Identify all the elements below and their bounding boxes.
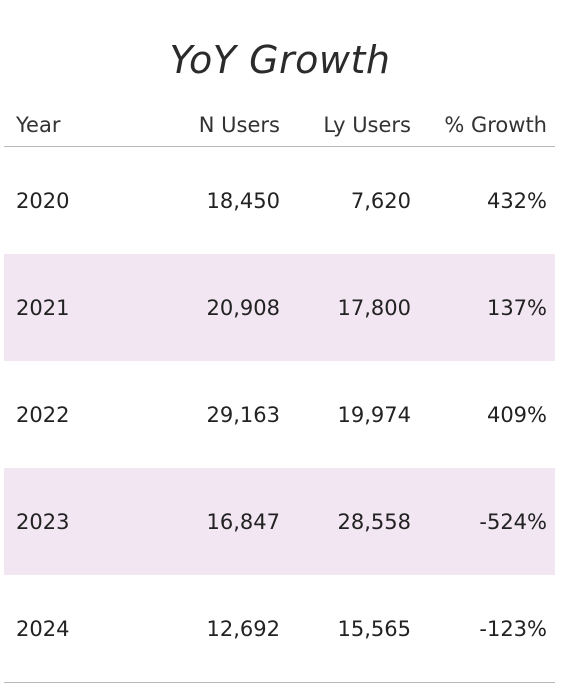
table-row: 2022 29,163 19,974 409% bbox=[4, 361, 555, 468]
cell-growth: -524% bbox=[419, 468, 555, 575]
column-header-growth: % Growth bbox=[419, 104, 555, 147]
cell-year: 2020 bbox=[16, 188, 70, 213]
cell-n-users: 12,692 bbox=[157, 575, 288, 683]
cell-ly-users: 19,974 bbox=[337, 402, 411, 427]
header-row: Year N Users Ly Users % Growth bbox=[4, 104, 555, 147]
table-row: 2020 18,450 7,620 432% bbox=[4, 147, 555, 255]
cell-year: 2021 bbox=[4, 254, 157, 361]
cell-year: 2024 bbox=[4, 575, 157, 683]
yoy-growth-table: Year N Users Ly Users % Growth 2020 18,4… bbox=[4, 104, 555, 683]
cell-ly-users: 17,800 bbox=[288, 254, 419, 361]
table-row: 2023 16,847 28,558 -524% bbox=[4, 468, 555, 575]
column-header-ly-users: Ly Users bbox=[288, 104, 419, 147]
cell-growth: -123% bbox=[419, 575, 555, 683]
cell-ly-users: 28,558 bbox=[288, 468, 419, 575]
cell-growth: 409% bbox=[486, 402, 547, 427]
cell-ly-users: 7,620 bbox=[350, 188, 411, 213]
column-header-n-users: N Users bbox=[157, 104, 288, 147]
table-row: 2024 12,692 15,565 -123% bbox=[4, 575, 555, 683]
cell-ly-users: 15,565 bbox=[288, 575, 419, 683]
cell-n-users: 18,450 bbox=[206, 188, 280, 213]
cell-n-users: 20,908 bbox=[157, 254, 288, 361]
cell-n-users: 16,847 bbox=[157, 468, 288, 575]
cell-growth: 137% bbox=[419, 254, 555, 361]
cell-year: 2023 bbox=[4, 468, 157, 575]
table-row: 2021 20,908 17,800 137% bbox=[4, 254, 555, 361]
cell-n-users: 29,163 bbox=[206, 402, 280, 427]
table-title: YoY Growth bbox=[169, 38, 391, 82]
cell-growth: 432% bbox=[486, 188, 547, 213]
column-header-year: Year bbox=[4, 104, 157, 147]
cell-year: 2022 bbox=[16, 402, 70, 427]
